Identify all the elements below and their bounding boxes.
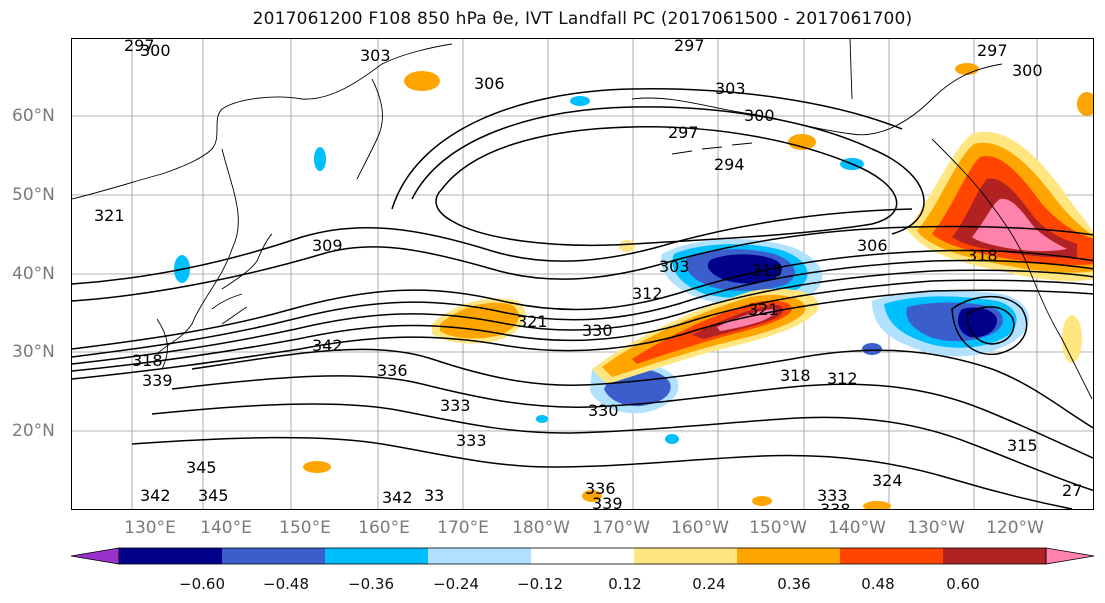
colorbar-segment — [840, 548, 944, 564]
colorbar-segment — [737, 548, 841, 564]
contour-label: 333 — [456, 431, 487, 450]
contour-label: 315 — [1007, 436, 1038, 455]
colorbar-extend-min — [70, 547, 120, 565]
contour-label: 300 — [1012, 61, 1043, 80]
contour-label: 315 — [752, 261, 783, 280]
lon-label-130e: 130°E — [124, 518, 176, 538]
contour-label: 294 — [714, 155, 745, 174]
contour-label: 312 — [827, 369, 858, 388]
contour-label: 336 — [377, 361, 408, 380]
contour-label: 339 — [592, 494, 623, 510]
contour-label: 321 — [748, 300, 779, 319]
colorbar-segment — [325, 548, 429, 564]
contour-label: 330 — [582, 321, 613, 340]
contour-labels: 297 300 303 306 297 297 300 303 300 297 … — [94, 39, 1082, 510]
colorbar-tick: −0.36 — [348, 575, 394, 593]
lon-label-130w: 130°W — [907, 518, 965, 538]
contour-label: 345 — [186, 458, 217, 477]
contour-label: 333 — [440, 396, 471, 415]
colorbar-outline — [118, 547, 1047, 565]
contour-label: 339 — [142, 371, 173, 390]
lat-label-30n: 30°N — [12, 342, 55, 362]
contour-label: 324 — [872, 471, 903, 490]
ivt-negative-fill — [174, 96, 1029, 444]
colorbar-tick: −0.24 — [433, 575, 479, 593]
lon-label-180w: 180°W — [512, 518, 570, 538]
ivt-positive-fill — [303, 63, 1093, 509]
colorbar-tick: 0.60 — [946, 575, 980, 593]
contour-label: 297 — [668, 123, 699, 142]
map-canvas: 297 300 303 306 297 297 300 303 300 297 … — [72, 39, 1093, 510]
contour-label: 303 — [659, 257, 690, 276]
lon-label-160e: 160°E — [358, 518, 410, 538]
kamchatka-coast — [356, 78, 383, 180]
theta-e-contours — [72, 88, 1093, 509]
colorbar — [70, 547, 1095, 565]
alaska-coast — [631, 39, 1003, 136]
lon-label-160w: 160°W — [671, 518, 729, 538]
lon-label-170e: 170°E — [437, 518, 489, 538]
lat-label-20n: 20°N — [12, 421, 55, 441]
contour-label: 330 — [588, 401, 619, 420]
lon-label-140e: 140°E — [200, 518, 252, 538]
lat-label-50n: 50°N — [12, 185, 55, 205]
contour-294-loop — [435, 126, 898, 246]
contour-label: 321 — [94, 206, 125, 225]
contour-label: 312 — [632, 284, 663, 303]
lon-label-150e: 150°E — [279, 518, 331, 538]
colorbar-tick: −0.12 — [517, 575, 563, 593]
colorbar-extend-max — [1045, 547, 1095, 565]
lon-label-150w: 150°W — [749, 518, 807, 538]
contour-label: 33 — [424, 486, 444, 505]
colorbar-segment — [531, 548, 635, 564]
contour-label: 342 — [140, 486, 171, 505]
colorbar-tick: −0.48 — [263, 575, 309, 593]
contour-label: 338 — [820, 500, 851, 510]
aleutians — [671, 142, 753, 155]
colorbar-segment — [428, 548, 532, 564]
coastlines — [72, 39, 1093, 400]
contour-label: 345 — [198, 486, 229, 505]
contour-label: 27 — [1062, 481, 1082, 500]
contour-label: 318 — [780, 366, 811, 385]
contour-label: 303 — [360, 46, 391, 65]
lon-label-170w: 170°W — [592, 518, 650, 538]
lat-label-40n: 40°N — [12, 264, 55, 284]
contour-label: 303 — [715, 79, 746, 98]
colorbar-tick: 0.12 — [608, 575, 642, 593]
lon-label-140w: 140°W — [828, 518, 886, 538]
contour-label: 300 — [140, 41, 171, 60]
colorbar-segment — [119, 548, 223, 564]
north-america-coast — [931, 138, 1093, 400]
colorbar-segment — [222, 548, 326, 564]
chart-title: 2017061200 F108 850 hPa θe, IVT Landfall… — [252, 9, 913, 29]
lon-label-120w: 120°W — [986, 518, 1044, 538]
contour-label: 321 — [517, 312, 548, 331]
contour-label: 336 — [585, 479, 616, 498]
colorbar-tick: −0.60 — [179, 575, 225, 593]
asia-coast — [72, 43, 453, 370]
contour-label: 297 — [977, 41, 1008, 60]
contour-label: 297 — [124, 39, 155, 55]
contour-label: 306 — [474, 74, 505, 93]
lat-label-60n: 60°N — [12, 106, 55, 126]
contour-label: 318 — [967, 246, 998, 265]
contour-label: 309 — [312, 236, 343, 255]
contour-label: 300 — [744, 106, 775, 125]
colorbar-segment — [634, 548, 738, 564]
colorbar-tick: 0.48 — [861, 575, 895, 593]
contour-label: 333 — [817, 486, 848, 505]
colorbar-tick: 0.36 — [777, 575, 811, 593]
map-panel: 297 300 303 306 297 297 300 303 300 297 … — [71, 38, 1094, 510]
colorbar-segment — [943, 548, 1047, 564]
contour-label: 306 — [857, 236, 888, 255]
contour-label: 342 — [312, 336, 343, 355]
contour-label: 342 — [382, 488, 413, 507]
japan-coast — [211, 233, 273, 325]
contour-label: 318 — [132, 351, 163, 370]
contour-label: 297 — [674, 39, 705, 55]
colorbar-tick: 0.24 — [692, 575, 726, 593]
